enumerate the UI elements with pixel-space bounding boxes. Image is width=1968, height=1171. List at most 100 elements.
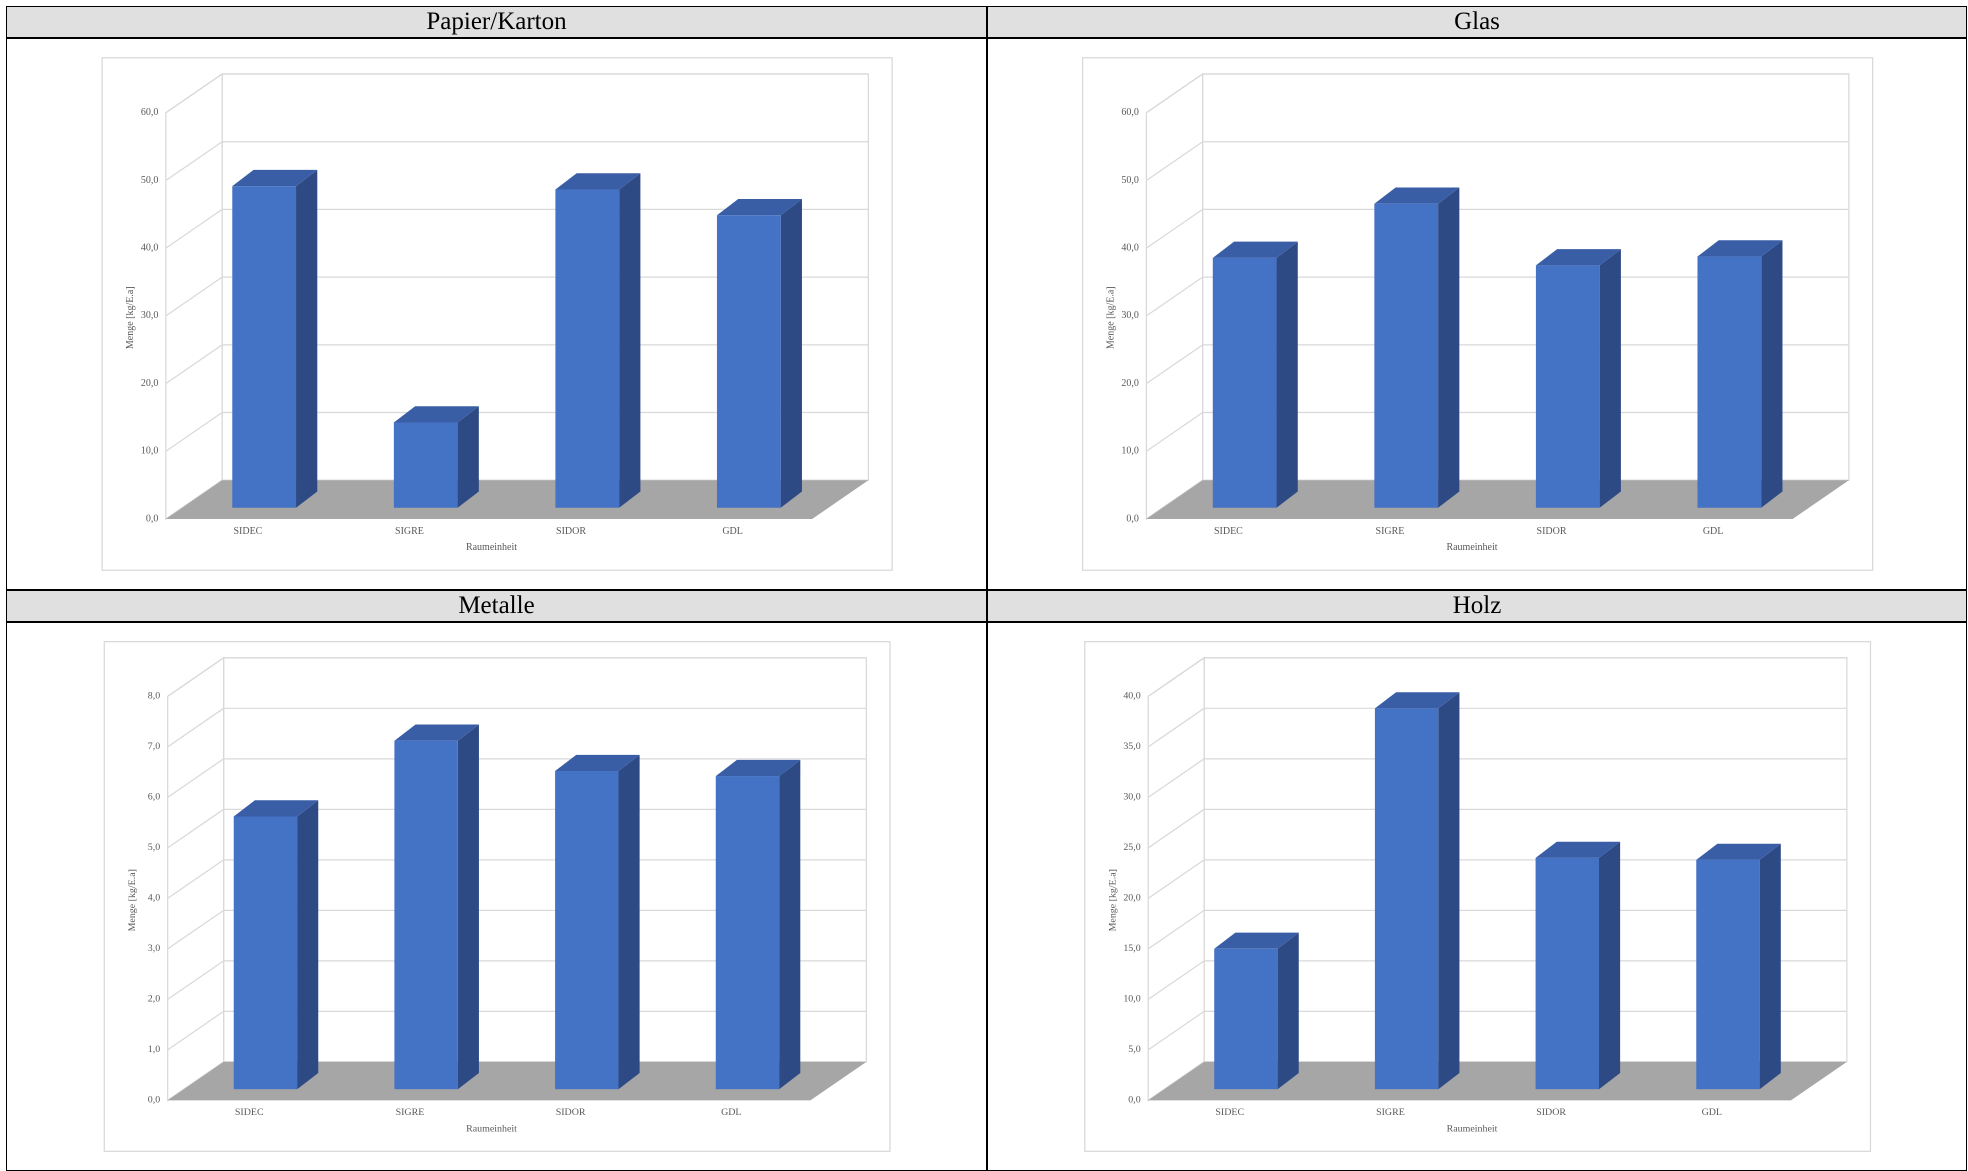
- bar: [716, 199, 802, 508]
- x-tick-label: SIGRE: [1376, 526, 1405, 537]
- grid-line: [167, 1010, 224, 1051]
- y-tick-label: 35,0: [1123, 741, 1140, 752]
- bar-top: [394, 724, 479, 741]
- bar-front: [555, 771, 619, 1090]
- x-axis-title: Raumeinheit: [466, 1123, 517, 1134]
- y-tick-label: 0,0: [148, 1095, 160, 1106]
- bar-front: [715, 776, 780, 1090]
- bar-top: [555, 173, 641, 190]
- panel: 0,0 10,0 20,0 30,0 40,0 50,0 60,0 SIDEC SIGRE SID…: [987, 38, 1967, 590]
- floor: [1146, 480, 1849, 519]
- bar-side: [780, 199, 802, 508]
- bar-top: [233, 800, 319, 817]
- bar-top: [232, 169, 318, 187]
- y-tick-label: 2,0: [148, 994, 160, 1005]
- bar-front: [232, 186, 297, 508]
- panel-title: Holz: [987, 590, 1967, 622]
- chart: 0,0 10,0 20,0 30,0 40,0 50,0 60,0 SIDEC SIGRE SID…: [101, 57, 893, 571]
- x-tick-label: SIDEC: [1215, 1107, 1244, 1118]
- x-tick-label: SIDOR: [556, 1107, 586, 1118]
- bar-front: [1374, 708, 1439, 1090]
- x-tick-label: GDL: [722, 526, 743, 537]
- bar-top: [1212, 241, 1298, 258]
- panel: 0,0 5,0 10,0 15,0 20,0 25,0 30,0 35,0 40,0 SIDEC S…: [987, 622, 1967, 1171]
- bar-top: [1535, 249, 1621, 266]
- y-tick-label: 1,0: [148, 1044, 160, 1055]
- bar-front: [393, 422, 458, 508]
- x-tick-label: GDL: [1703, 526, 1724, 537]
- bar-side: [1761, 240, 1783, 508]
- bar-front: [716, 215, 781, 508]
- grid-line: [1147, 707, 1205, 748]
- y-tick-label: 40,0: [141, 242, 159, 253]
- y-tick-label: 20,0: [141, 378, 159, 389]
- grid-line: [1147, 1010, 1205, 1051]
- bar-front: [1374, 203, 1439, 508]
- y-tick-label: 0,0: [146, 513, 159, 524]
- y-axis-title: Menge [kg/E.a]: [127, 869, 138, 931]
- y-tick-label: 6,0: [148, 792, 160, 803]
- y-tick-label: 4,0: [148, 893, 160, 904]
- bar: [1535, 841, 1621, 1090]
- y-tick-label: 30,0: [1123, 792, 1140, 803]
- bar-top: [1696, 843, 1781, 860]
- bar-front: [555, 189, 620, 508]
- bar: [1212, 241, 1298, 508]
- y-tick-label: 30,0: [141, 310, 159, 321]
- grid-line: [165, 344, 223, 385]
- x-axis-title: Raumeinheit: [466, 542, 517, 553]
- grid-line: [1147, 859, 1205, 899]
- bar-side: [457, 406, 479, 508]
- bar: [1374, 187, 1460, 508]
- bar-top: [1535, 841, 1621, 858]
- floor: [165, 480, 869, 519]
- grid-line: [1146, 73, 1203, 114]
- grid-line: [167, 960, 224, 1000]
- y-tick-label: 3,0: [148, 943, 160, 954]
- chart: 0,0 1,0 2,0 3,0 4,0 5,0 6,0 7,0 8,0 SIDEC SIGRE SID…: [103, 641, 891, 1152]
- grid-line: [165, 276, 223, 317]
- bar-front: [394, 740, 458, 1090]
- y-tick-label: 40,0: [1121, 242, 1139, 253]
- grid-line: [165, 412, 223, 452]
- bar: [1697, 240, 1783, 508]
- chart: 0,0 5,0 10,0 15,0 20,0 25,0 30,0 35,0 40,0 SIDEC S…: [1084, 641, 1872, 1152]
- bar: [715, 759, 801, 1090]
- grid-line: [1147, 808, 1205, 849]
- bar-top: [715, 759, 801, 777]
- x-tick-label: GDL: [1702, 1107, 1722, 1118]
- bar-side: [1759, 843, 1781, 1090]
- bar-top: [1374, 692, 1460, 709]
- bar-top: [1374, 187, 1460, 204]
- x-tick-label: SIDOR: [1536, 1107, 1566, 1118]
- grid-line: [1147, 909, 1205, 950]
- x-tick-label: SIDOR: [556, 526, 586, 537]
- y-tick-label: 10,0: [1121, 446, 1139, 457]
- y-tick-label: 25,0: [1123, 842, 1140, 853]
- bar: [232, 169, 318, 508]
- x-tick-label: SIDEC: [235, 1107, 264, 1118]
- grid-line: [167, 758, 224, 798]
- bar-top: [716, 199, 802, 216]
- bar-front: [233, 816, 298, 1090]
- x-tick-label: SIGRE: [396, 1107, 425, 1118]
- x-tick-label: SIGRE: [1376, 1107, 1405, 1118]
- bar: [1535, 249, 1621, 508]
- y-tick-label: 50,0: [141, 175, 159, 186]
- y-tick-label: 60,0: [141, 107, 159, 118]
- grid-line: [167, 859, 224, 899]
- chart: 0,0 10,0 20,0 30,0 40,0 50,0 60,0 SIDEC SIGRE SID…: [1082, 57, 1874, 571]
- y-tick-label: 60,0: [1121, 107, 1139, 118]
- grid-line: [1147, 657, 1205, 697]
- grid-line: [167, 657, 224, 697]
- y-tick-label: 8,0: [148, 691, 160, 702]
- bar-side: [1438, 187, 1460, 508]
- bar: [1374, 692, 1460, 1090]
- x-axis-title: Raumeinheit: [1447, 1123, 1498, 1134]
- bar: [555, 754, 640, 1090]
- floor: [1148, 1061, 1847, 1101]
- bar-front: [1697, 256, 1762, 508]
- panel: 0,0 1,0 2,0 3,0 4,0 5,0 6,0 7,0 8,0 SIDEC SIGRE SID…: [6, 622, 987, 1171]
- grid-line: [1147, 758, 1205, 798]
- bar: [555, 173, 641, 508]
